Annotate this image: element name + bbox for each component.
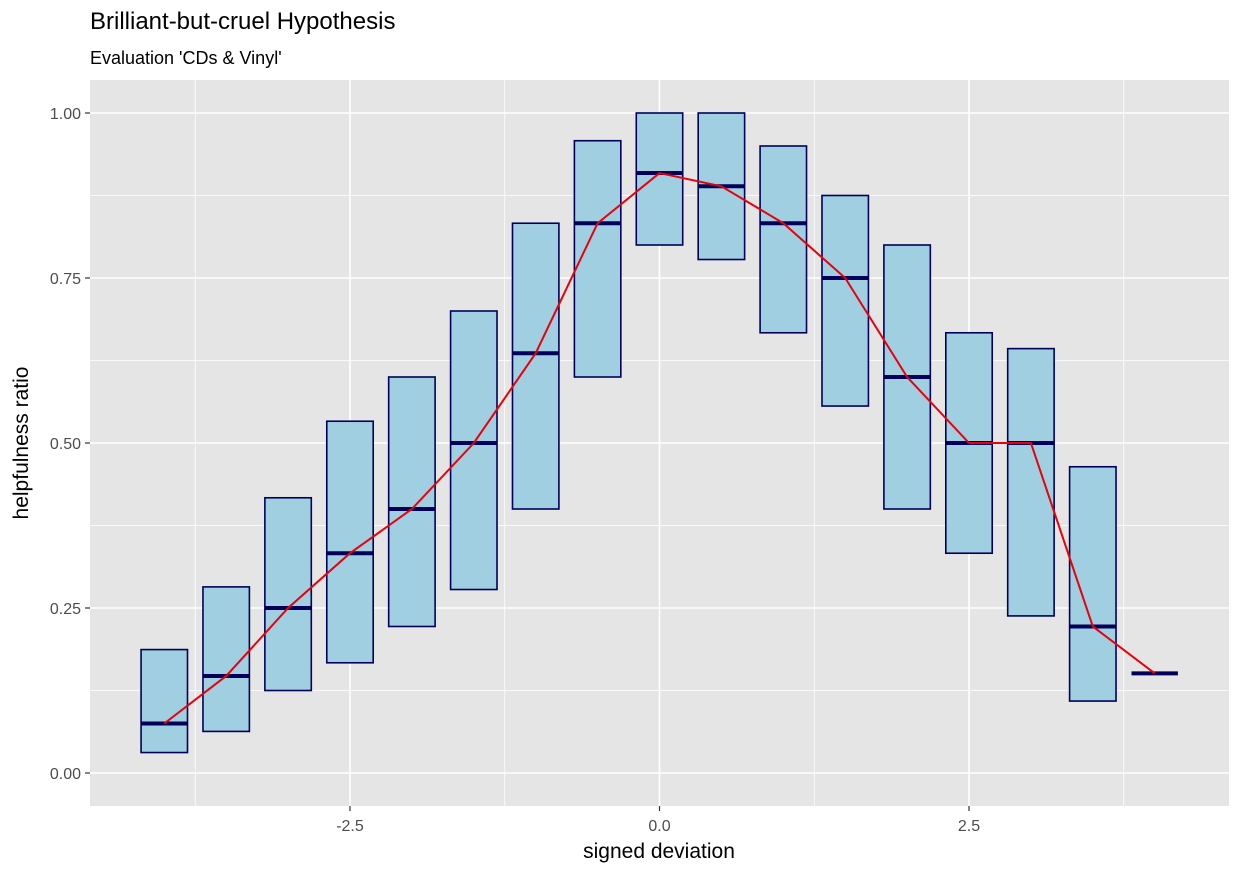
box [140,648,189,754]
y-axis: 0.00 0.25 0.50 0.75 1.00 [50,106,90,783]
y-axis-label: helpfulness ratio [10,367,33,520]
x-axis-label: signed deviation [583,840,735,863]
chart-subtitle: Evaluation 'CDs & Vinyl' [90,48,282,68]
x-tick-label: -2.5 [336,818,364,835]
x-tick-label: 0.0 [648,818,670,835]
box [387,376,436,628]
y-tick-label: 0.25 [50,601,81,618]
y-tick-label: 0.00 [50,766,81,783]
boxes-layer [140,112,1178,754]
median-trend-line [163,171,1156,725]
box [635,112,684,246]
box [1068,465,1117,702]
box [759,145,808,334]
box [573,139,622,378]
y-tick-label: 0.75 [50,271,81,288]
box [821,194,870,407]
box [1006,347,1055,617]
x-tick-label: 2.5 [958,818,980,835]
chart-title: Brilliant-but-cruel Hypothesis [90,8,396,35]
box [449,310,498,591]
y-tick-label: 0.50 [50,436,81,453]
box [511,222,560,510]
x-axis: -2.5 0.0 2.5 [336,806,980,835]
y-tick-label: 1.00 [50,106,81,123]
